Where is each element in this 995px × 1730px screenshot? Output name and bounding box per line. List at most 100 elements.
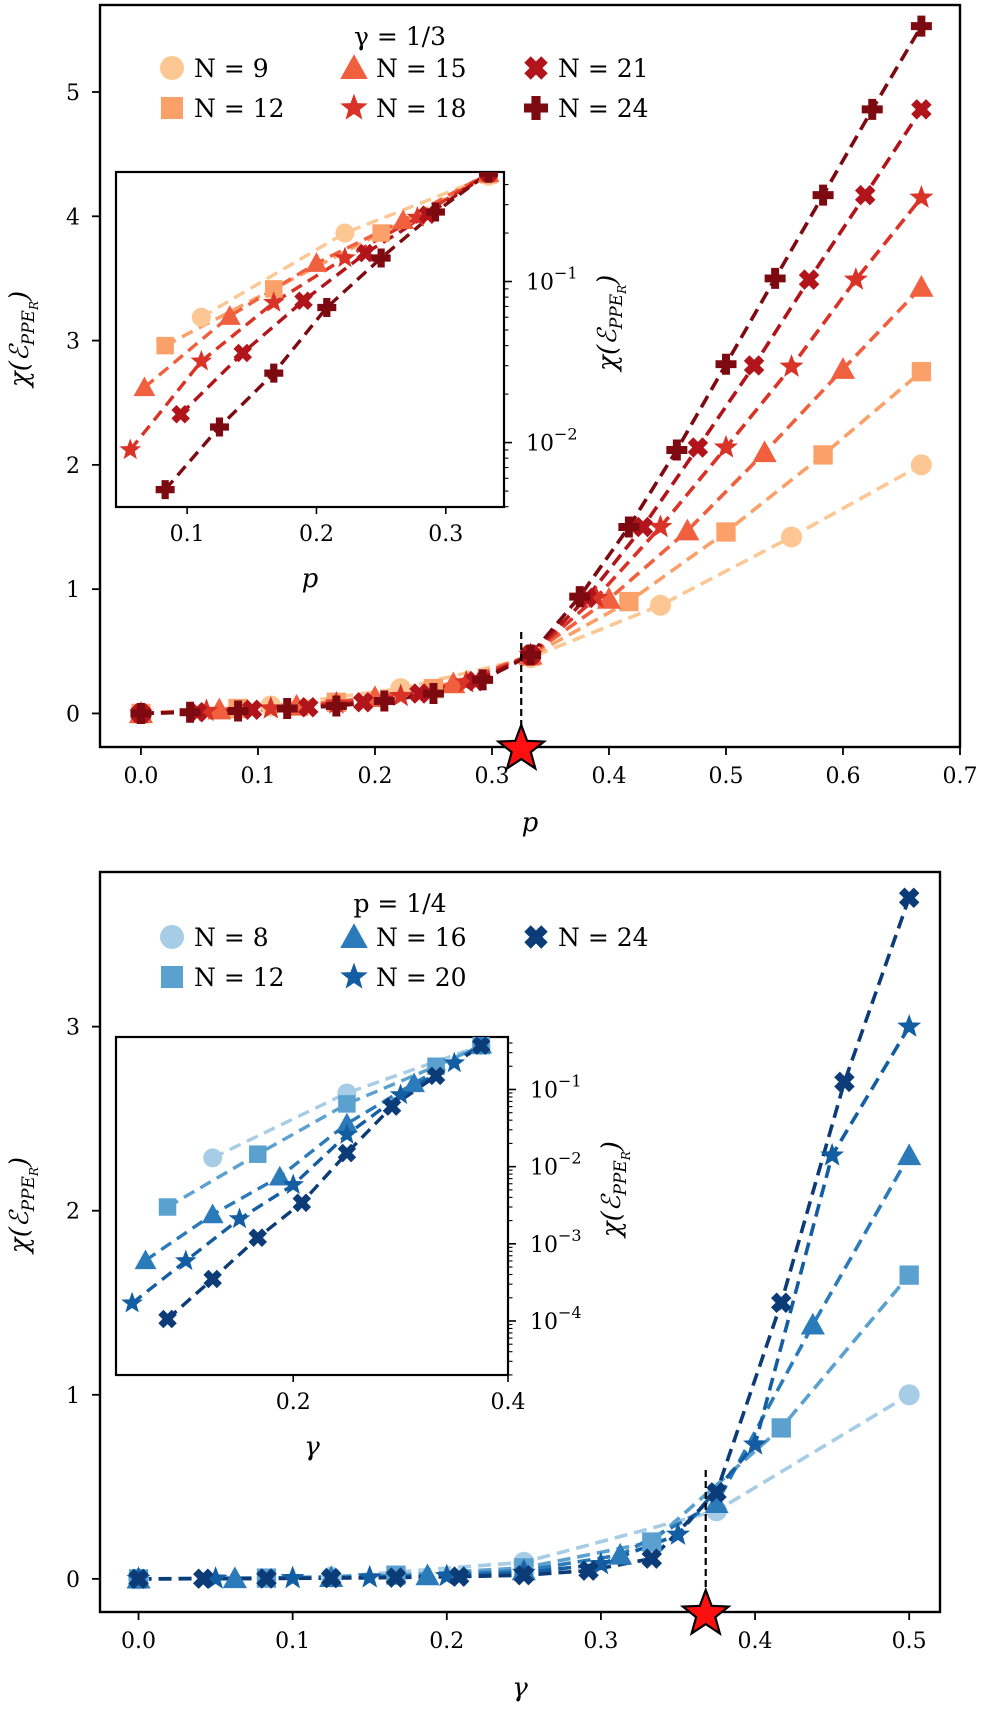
data-point xyxy=(280,1565,305,1589)
legend-label-6: N = 24 xyxy=(558,94,649,123)
inset-data-point xyxy=(389,1083,412,1105)
inset-data-point xyxy=(268,1165,291,1186)
inset-data-point xyxy=(403,1072,425,1093)
inset-data-point xyxy=(336,1123,358,1144)
plot-frame xyxy=(98,870,942,1614)
x-tick-label: 0.7 xyxy=(943,764,978,789)
data-point xyxy=(385,1567,407,1588)
data-point xyxy=(409,683,430,704)
legend-label-4: N = 18 xyxy=(376,94,467,123)
data-point xyxy=(256,1568,277,1589)
inset-data-point xyxy=(317,297,337,317)
chart-panel-1: 0.0 0.1 0.2 0.3 0.4 0.5 0.6 0.7 0 1 2 3 4 5 p χ(ℰPPER) γ… xyxy=(5,3,978,838)
data-point xyxy=(207,697,232,720)
y-axis-label: χ(ℰPPER) xyxy=(5,291,41,389)
inset-data-point xyxy=(218,305,241,325)
data-point xyxy=(715,353,737,375)
data-point xyxy=(130,702,152,724)
inset-data-point xyxy=(155,480,175,500)
x-tick-label: 0.2 xyxy=(357,764,392,789)
data-point xyxy=(666,1522,690,1545)
legend-marker-4 xyxy=(340,962,368,989)
data-point xyxy=(179,701,201,723)
data-point xyxy=(911,99,932,120)
data-point xyxy=(569,586,591,608)
legend: p = 1/4 N = 8 N = 12 N = 16 N = 20 N = 24 xyxy=(160,889,649,992)
inset-data-point xyxy=(158,1309,177,1329)
inset-data-point xyxy=(262,291,285,312)
data-point xyxy=(743,355,765,376)
data-point xyxy=(258,695,283,719)
legend: γ = 1/3 N = 9 N = 12 N = 15 N = 18 N = 21 N = … xyxy=(160,22,649,123)
x-axis-label: γ xyxy=(512,1673,528,1703)
legend-marker-3 xyxy=(340,923,368,949)
inset-data-point xyxy=(382,1097,402,1116)
data-point xyxy=(861,98,883,120)
series-layer xyxy=(128,15,934,724)
data-point xyxy=(357,1564,382,1588)
inset-data-point xyxy=(233,343,253,363)
inset-data-point xyxy=(201,1203,224,1224)
inset-y-tick-label: 10−2 xyxy=(530,1149,582,1181)
data-point xyxy=(222,1566,247,1589)
inset-data-point xyxy=(335,223,355,243)
legend-marker-2 xyxy=(160,965,184,989)
data-point xyxy=(584,585,609,609)
inset-data-point xyxy=(171,404,190,424)
inset-data-point xyxy=(248,1228,268,1247)
y-tick-label: 3 xyxy=(66,1016,80,1041)
inset-y-tick-label: 10−4 xyxy=(530,1303,582,1335)
x-tick-label: 0.2 xyxy=(429,1629,464,1654)
inset-series-line-5 xyxy=(166,1044,483,1321)
y-axis-label: χ(ℰPPER) xyxy=(593,275,629,373)
data-point xyxy=(415,1563,440,1586)
inset-data-point xyxy=(249,1145,267,1163)
inset-data-point xyxy=(134,1249,157,1270)
legend-marker-2 xyxy=(160,96,184,120)
inset-frame xyxy=(114,1035,510,1377)
inset-x-tick-label: 0.2 xyxy=(299,522,334,547)
data-point xyxy=(743,1431,768,1455)
data-point xyxy=(764,267,786,289)
inset-data-point xyxy=(133,376,156,397)
inset-x-tick-label: 0.3 xyxy=(428,522,463,547)
inset-data-point xyxy=(190,349,213,371)
data-point xyxy=(771,1418,791,1438)
legend-title: p = 1/4 xyxy=(353,889,446,918)
inset-data-point xyxy=(158,1198,177,1216)
data-point xyxy=(909,185,934,208)
data-point xyxy=(830,357,856,379)
data-point xyxy=(641,1548,663,1569)
inset-data-point xyxy=(209,417,229,437)
data-point xyxy=(642,1532,662,1552)
y-tick-label: 2 xyxy=(66,454,80,479)
inset-data-point xyxy=(478,172,498,183)
x-tick-label: 0.0 xyxy=(121,1629,156,1654)
inset-data-point xyxy=(392,209,415,230)
data-point xyxy=(203,1566,228,1589)
inset-y-tick-label: 10−1 xyxy=(530,1071,582,1103)
inset-data-point xyxy=(203,1148,223,1168)
data-point xyxy=(800,1312,825,1335)
data-point xyxy=(675,518,700,541)
inset-data-point xyxy=(119,438,142,460)
legend-title: γ = 1/3 xyxy=(354,22,446,51)
x-tick-label: 0.5 xyxy=(708,764,743,789)
data-point xyxy=(820,1142,845,1166)
data-point xyxy=(320,1567,342,1589)
inset-data-point xyxy=(406,206,429,227)
data-point xyxy=(771,1292,792,1313)
inset-data-point xyxy=(228,1207,251,1229)
inset-data-point xyxy=(372,224,390,242)
inset-data-point xyxy=(425,202,445,222)
data-point xyxy=(911,361,932,382)
inset-data-point xyxy=(264,363,284,383)
inset-data-point xyxy=(282,1173,305,1195)
data-point xyxy=(813,445,833,465)
y-tick-label: 0 xyxy=(66,1568,80,1593)
inset-data-point xyxy=(174,1249,197,1271)
inset-data-point xyxy=(371,248,391,268)
legend-label-1: N = 9 xyxy=(194,54,269,83)
inset-series-line-1 xyxy=(200,174,490,319)
legend-marker-1 xyxy=(160,56,184,80)
